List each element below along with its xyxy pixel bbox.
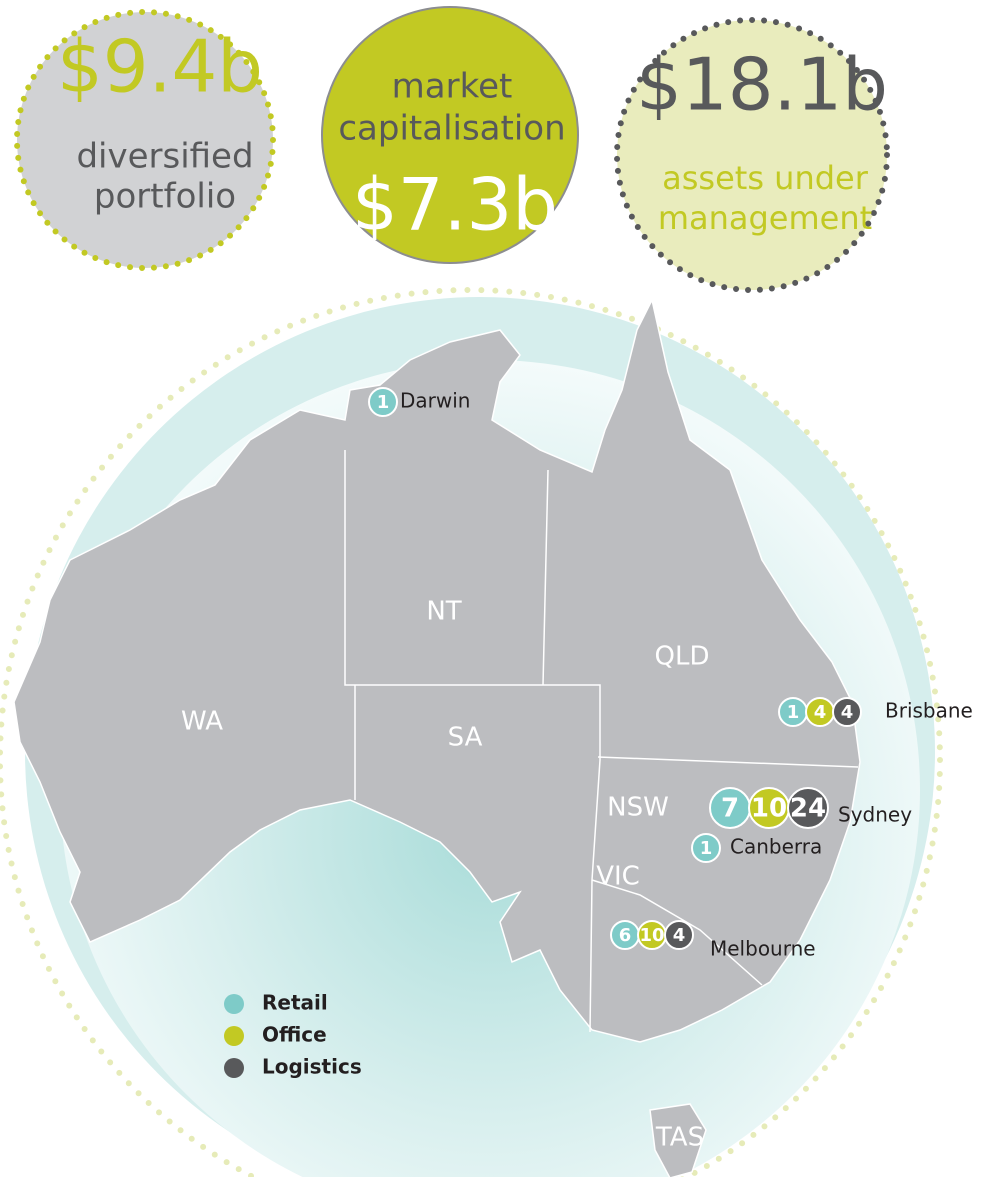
count-badge [787,787,829,829]
mainland [13,297,861,1043]
count-label: 4 [814,702,827,723]
stat-label: management [658,199,872,237]
count-label: 24 [790,794,826,824]
stat-circle [14,9,276,271]
state-label: SA [448,723,483,753]
map [13,297,861,1177]
legend-label: Office [262,1023,327,1047]
stat-circle [321,6,579,264]
count-badge [832,697,862,727]
stat-circle [614,17,890,293]
count-label: 6 [619,925,632,946]
city-label: Brisbane [885,699,973,723]
count-label: 4 [673,925,686,946]
count-label: 1 [377,392,390,413]
stat-value: $18.1b [636,43,888,127]
legend-label: Retail [262,991,328,1015]
legend-swatch [224,1058,244,1078]
stat-label: market [392,67,513,107]
count-badge [691,833,721,863]
state-label: QLD [655,642,710,672]
legend-swatch [224,994,244,1014]
city-label: Melbourne [710,937,816,961]
city-label: Darwin [400,389,470,413]
count-label: 1 [787,702,800,723]
count-label: 4 [841,702,854,723]
stat-label: assets under [662,159,869,197]
stat-label: diversified [76,137,253,177]
stat-label: portfolio [94,177,236,217]
count-badge [368,387,398,417]
stat-label: capitalisation [338,109,565,149]
state-label: VIC [596,862,640,892]
count-label: 7 [721,794,739,824]
state-label: TAS [655,1123,704,1153]
count-label: 10 [639,925,664,946]
state-label: WA [181,707,223,737]
stat-value: $9.4b [57,25,263,109]
city-label: Canberra [730,835,822,859]
count-badge [664,920,694,950]
state-label: NSW [607,793,669,823]
state-borders [344,450,859,1033]
count-label: 1 [700,838,713,859]
stat-value: $7.3b [352,163,558,247]
state-labels: WA NT SA QLD NSW VIC TAS [181,597,710,1153]
state-label: NT [426,597,461,627]
outer-dotted-ring [0,287,943,1177]
legend-label: Logistics [262,1055,362,1079]
city-label: Sydney [838,803,912,827]
count-label: 10 [751,794,787,824]
tasmania [649,1103,707,1177]
legend-swatch [224,1026,244,1046]
